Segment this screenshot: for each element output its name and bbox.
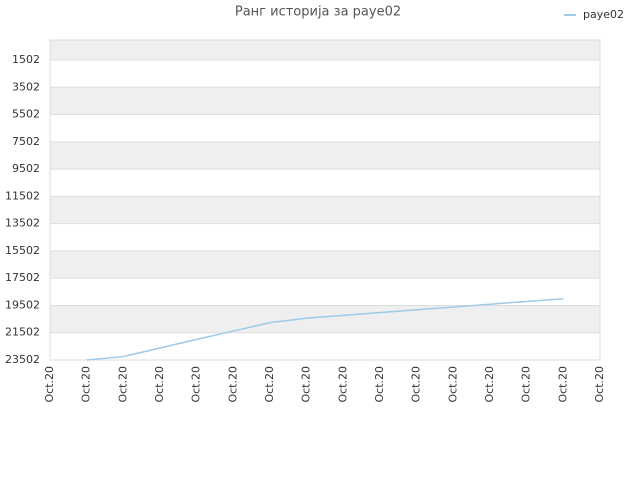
band (50, 87, 600, 115)
y-tick-label: 3502 (12, 80, 40, 93)
y-tick-label: 23502 (5, 353, 40, 366)
x-tick-label: Oct.20 (336, 366, 349, 403)
x-tick-label: Oct.20 (263, 366, 276, 403)
x-tick-label: Oct.20 (300, 366, 313, 403)
x-tick-label: Oct.20 (410, 366, 423, 403)
y-tick-label: 5502 (12, 108, 40, 121)
x-tick-label: Oct.20 (43, 366, 56, 403)
band (50, 141, 600, 170)
y-tick-label: 17502 (5, 271, 40, 284)
y-tick-label: 1502 (12, 53, 40, 66)
y-tick-label: 21502 (5, 326, 40, 339)
band (50, 278, 600, 306)
x-tick-label: Oct.20 (520, 366, 533, 403)
y-tick-label: 13502 (5, 217, 40, 230)
legend-label: paye02 (583, 8, 624, 21)
y-tick-label: 7502 (12, 135, 40, 148)
band (50, 114, 600, 142)
x-tick-label: Oct.20 (226, 366, 239, 403)
y-tick-label: 9502 (12, 162, 40, 175)
y-tick-label: 11502 (5, 189, 40, 202)
band (50, 60, 600, 88)
band (50, 169, 600, 197)
y-tick-label: 15502 (5, 244, 40, 257)
x-tick-label: Oct.20 (373, 366, 386, 403)
x-tick-label: Oct.20 (483, 366, 496, 403)
x-tick-label: Oct.20 (446, 366, 459, 403)
x-tick-label: Oct.20 (556, 366, 569, 403)
band (50, 223, 600, 251)
x-tick-label: Oct.20 (190, 366, 203, 403)
band (50, 196, 600, 224)
band (50, 250, 600, 279)
line (86, 297, 564, 361)
x-tick-label: Oct.20 (116, 366, 129, 403)
band (50, 40, 600, 61)
x-tick-label: Oct.20 (593, 366, 606, 403)
y-tick-label: 19502 (5, 298, 40, 311)
band (50, 332, 600, 360)
x-tick-label: Oct.20 (80, 366, 93, 403)
chart-title: Ранг историја за paye02 (235, 5, 401, 20)
band (50, 305, 600, 333)
x-tick-label: Oct.20 (153, 366, 166, 403)
